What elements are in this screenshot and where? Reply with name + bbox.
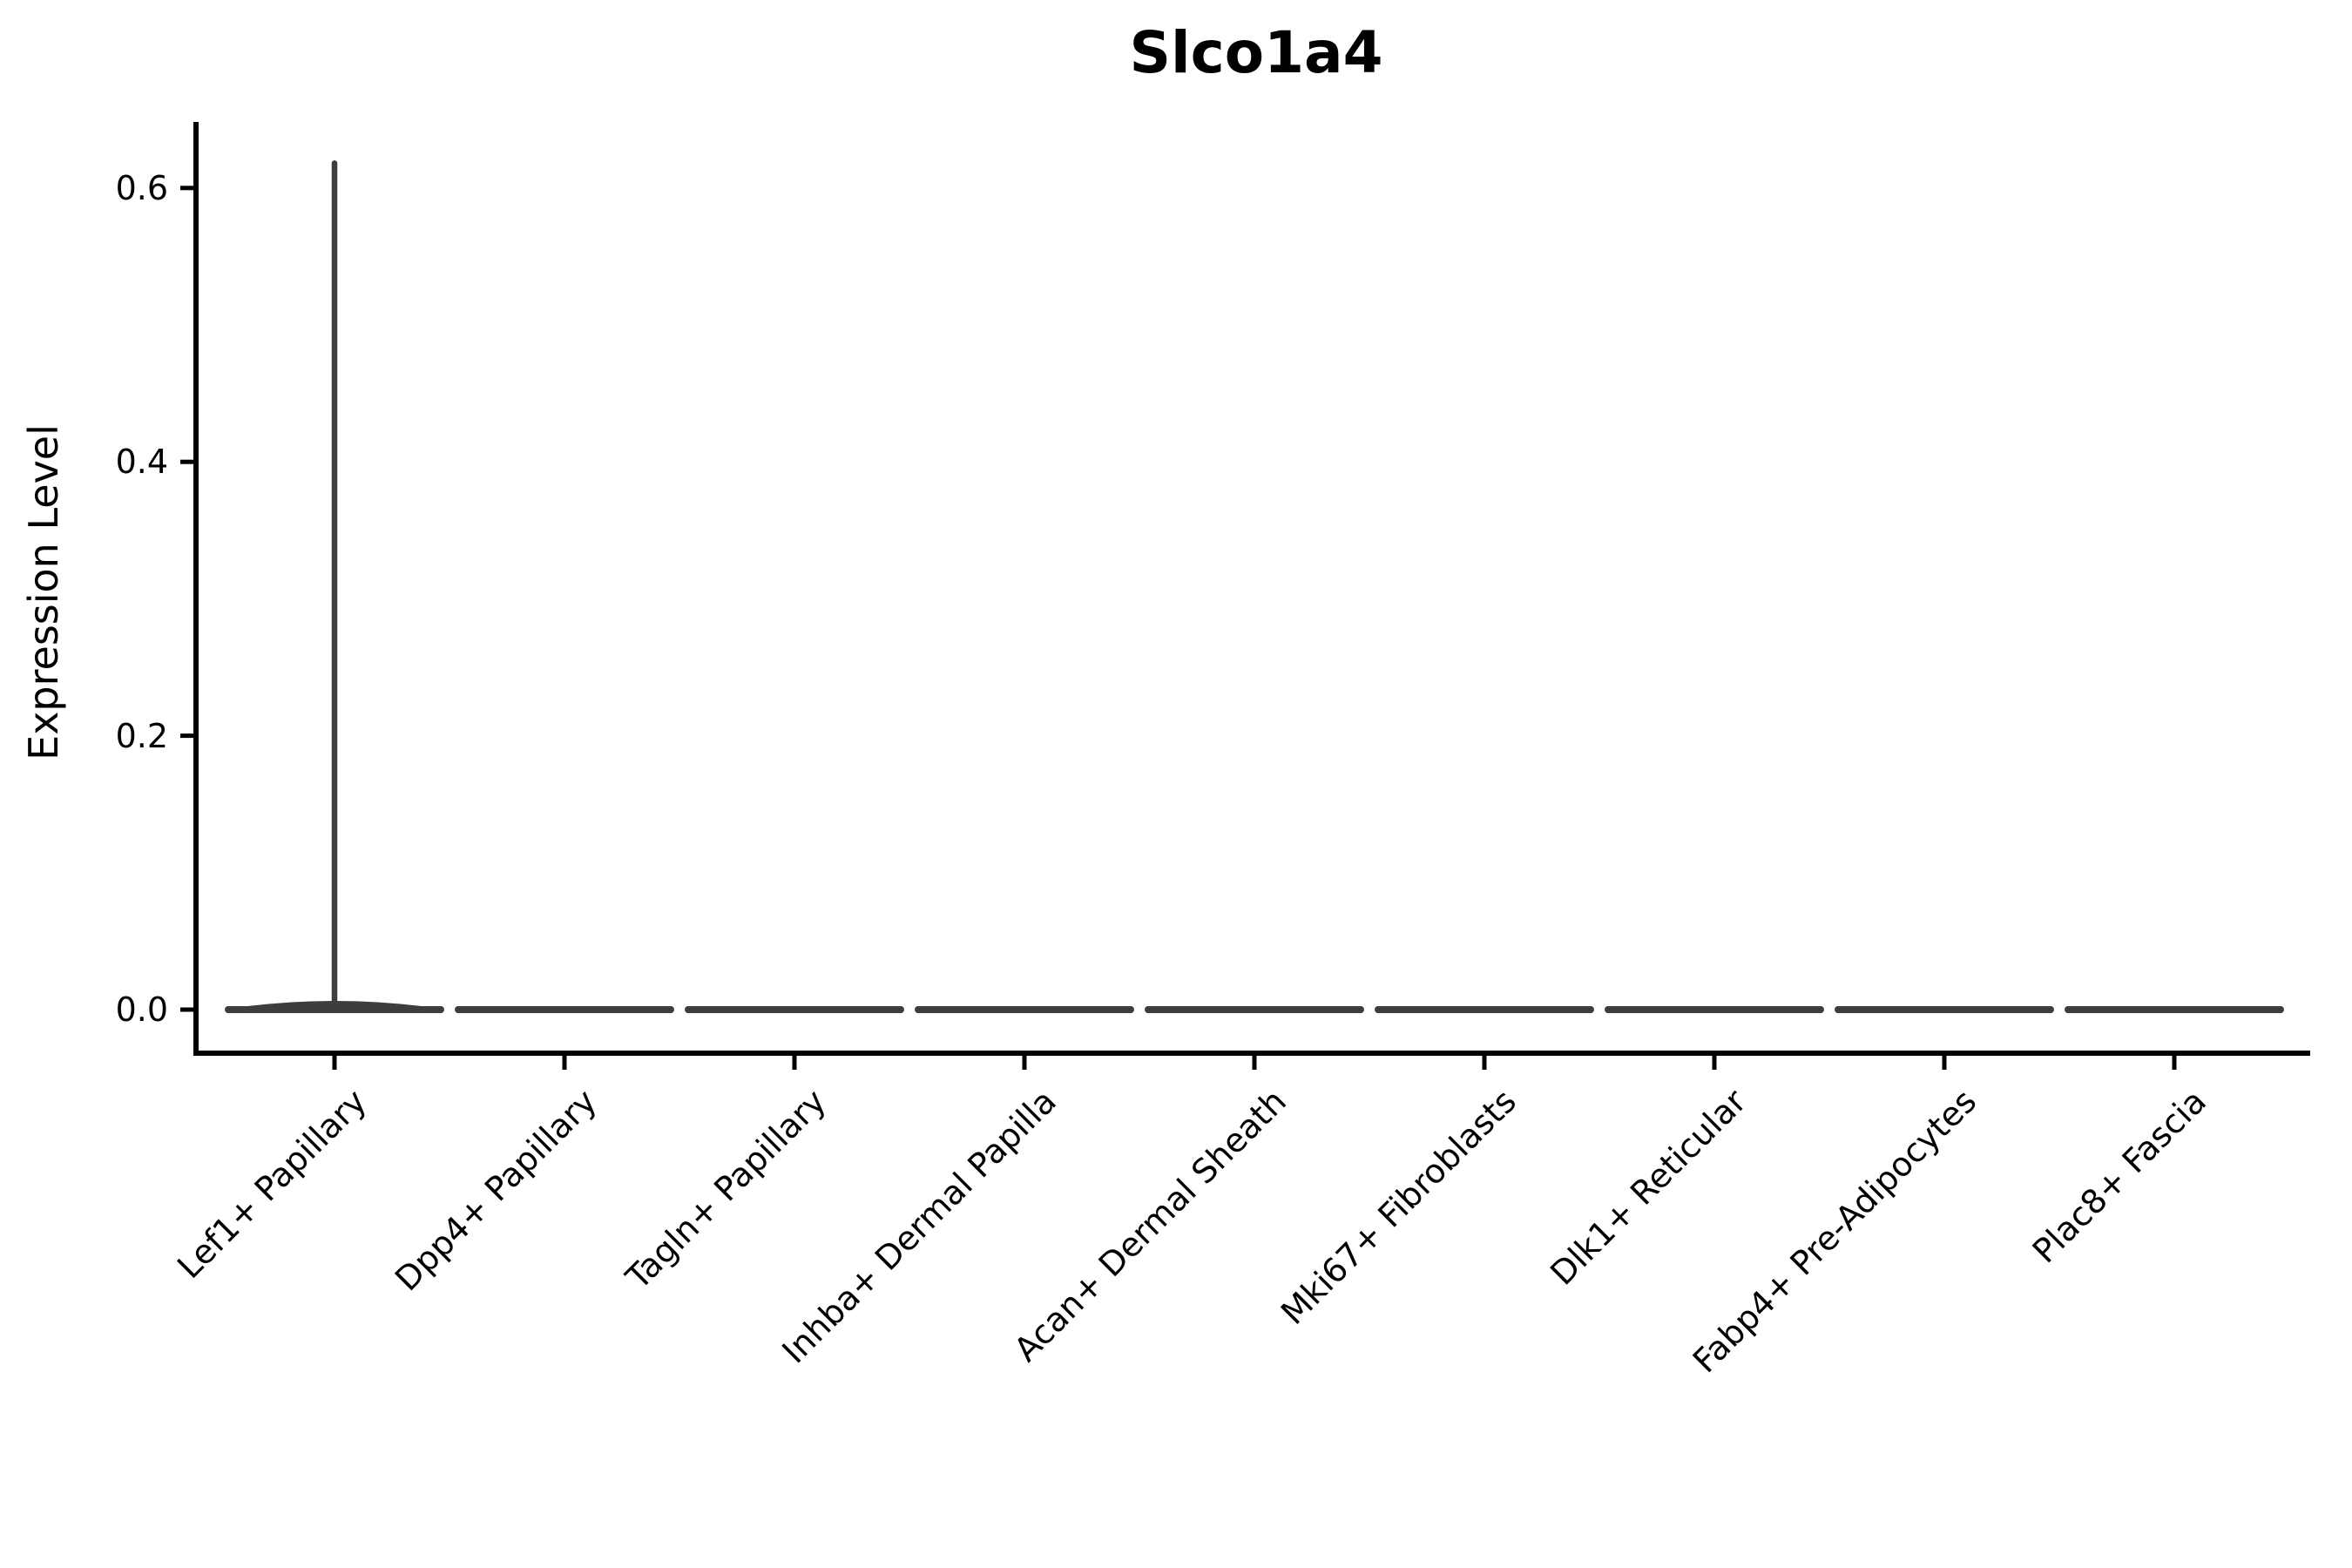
y-axis-label: Expression Level (20, 424, 67, 760)
chart-title: Slco1a4 (1129, 19, 1383, 86)
y-tick-label: 0.2 (115, 716, 168, 755)
y-tick-label: 0.0 (115, 990, 168, 1029)
y-tick-label: 0.4 (115, 443, 168, 482)
y-tick-label: 0.6 (115, 168, 168, 207)
